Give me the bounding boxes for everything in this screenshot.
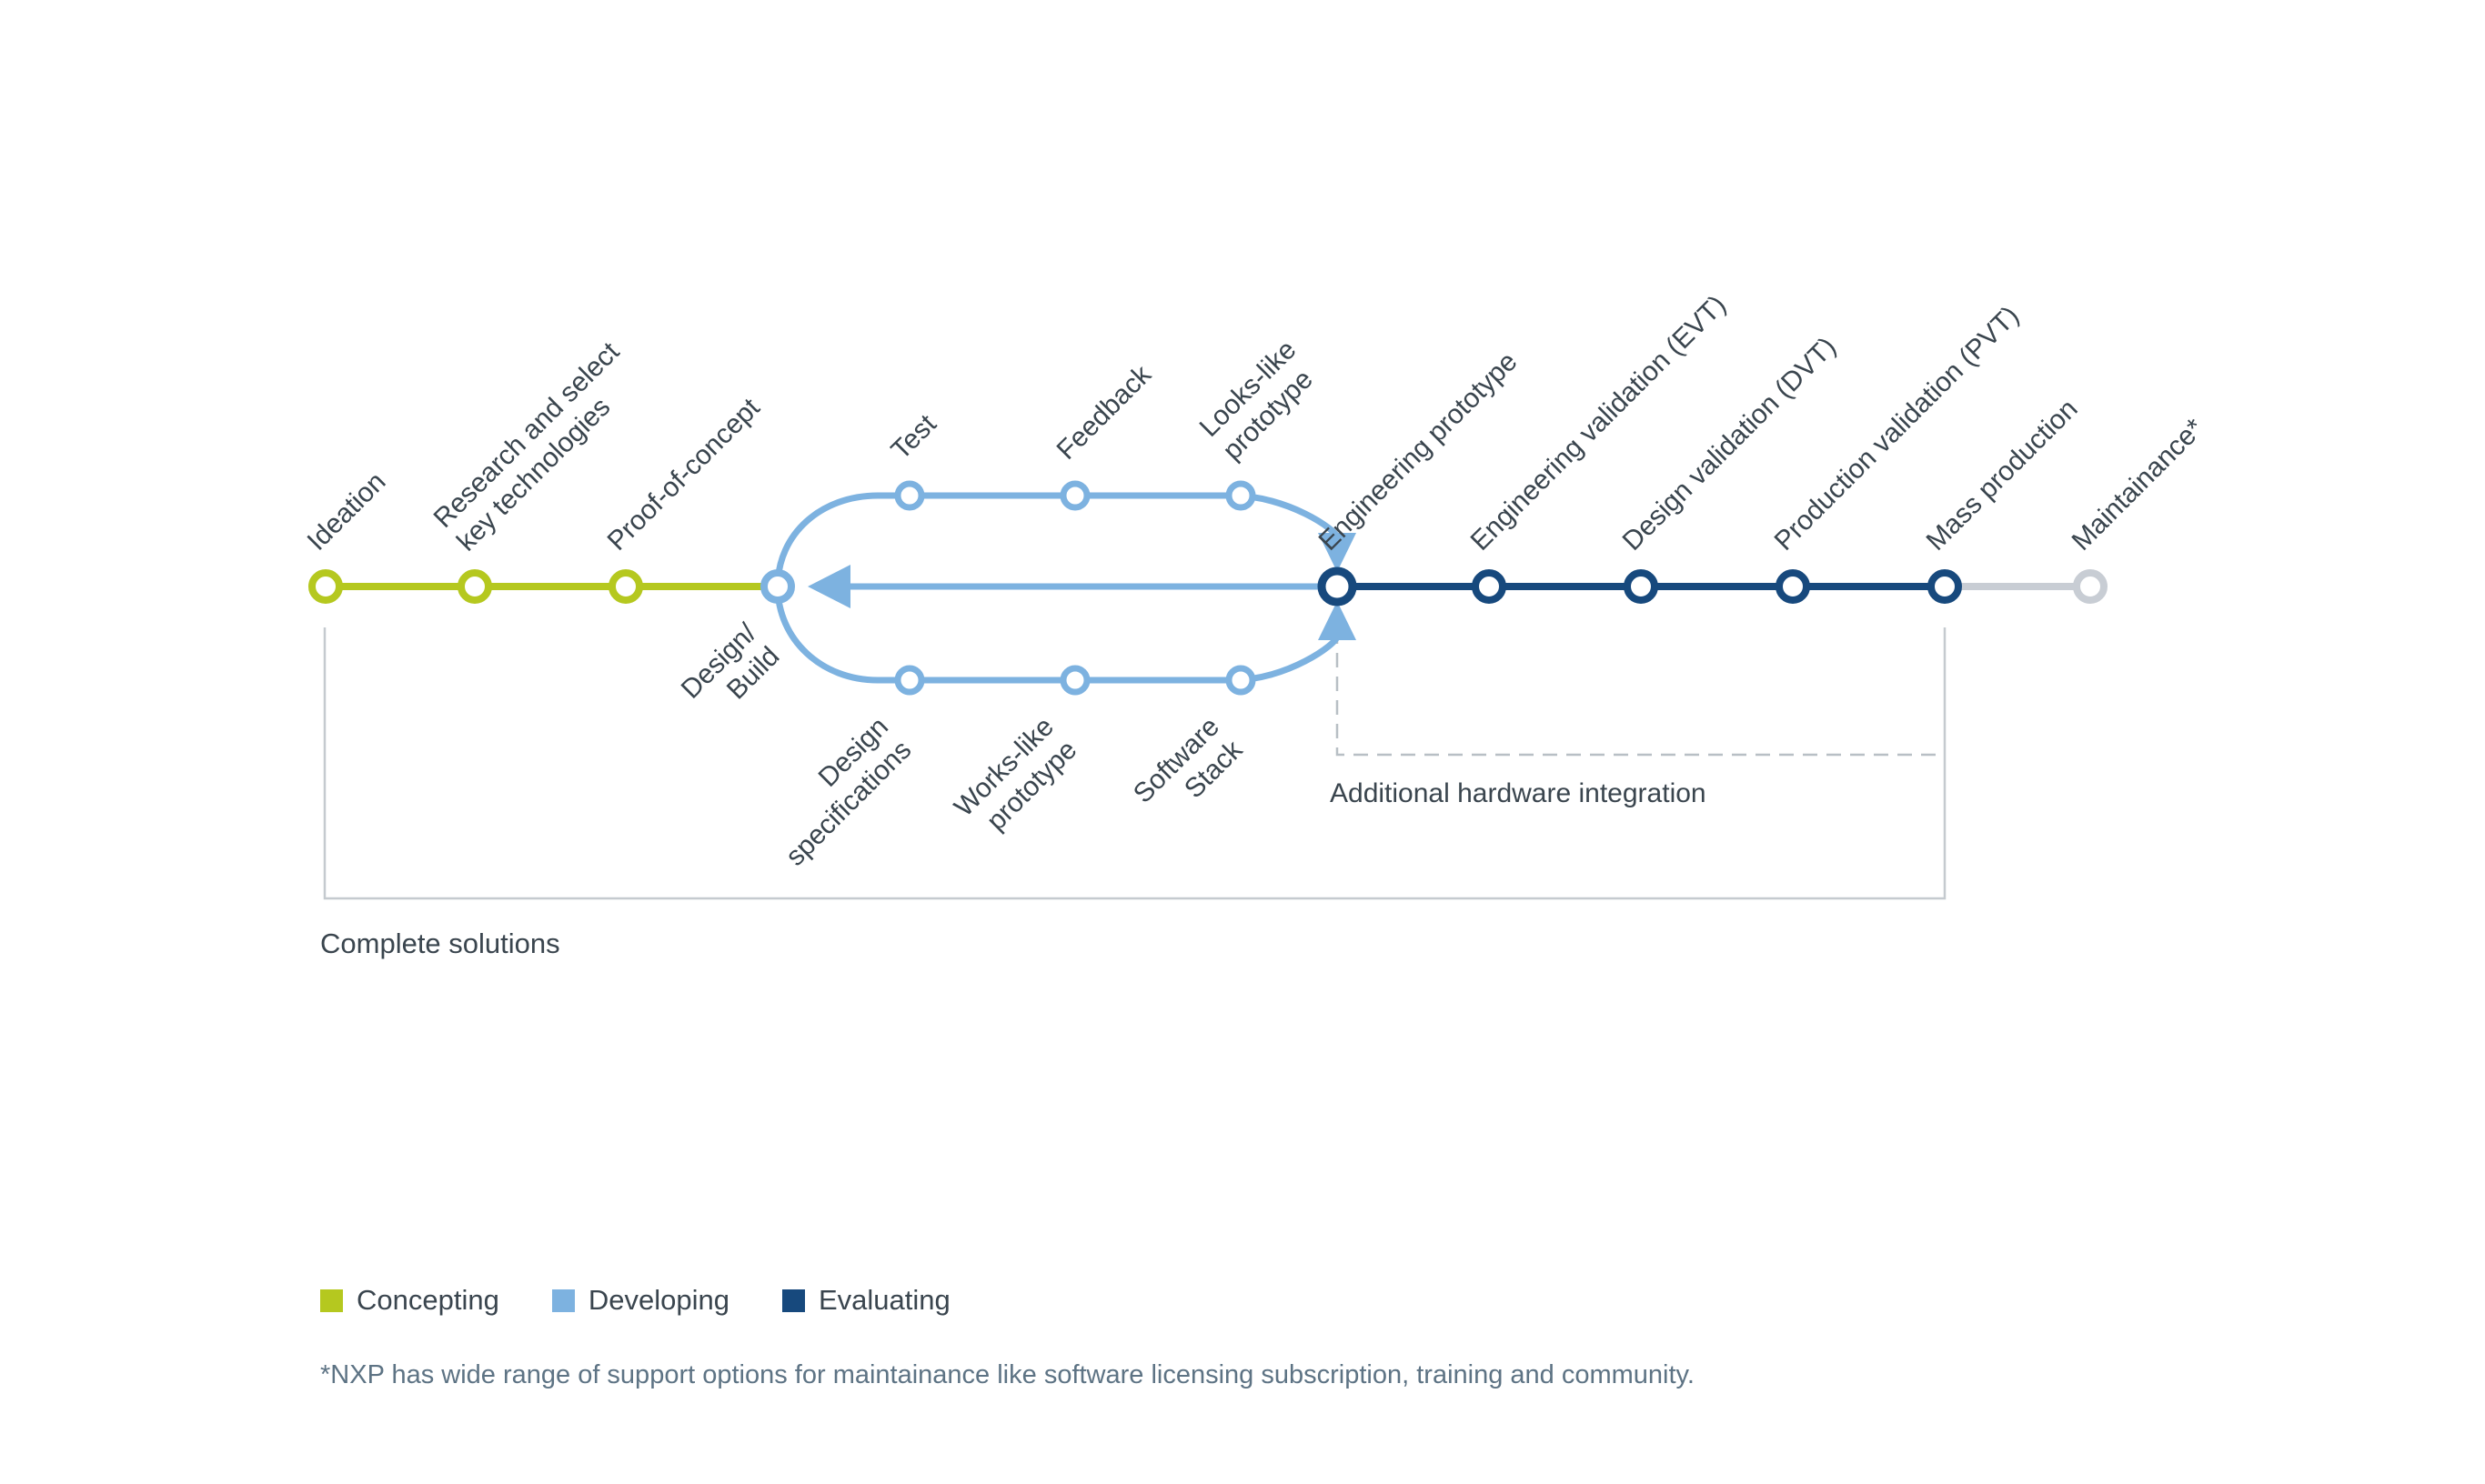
node-looks-like-prototype [1225, 480, 1256, 511]
legend-label: Concepting [357, 1284, 499, 1316]
loop-bottom-path [774, 586, 1341, 684]
node-engineering-validation [1472, 569, 1506, 604]
label-works-like-prototype: Works-likeprototype [949, 712, 1082, 846]
node-test [894, 480, 925, 511]
label-design-specifications: Designspecifications [757, 712, 917, 872]
node-ideation [308, 569, 343, 604]
legend-swatch-developing [551, 1288, 575, 1312]
complete-solutions-bracket [323, 627, 1947, 900]
node-maintainance [2073, 569, 2108, 604]
legend-item-concepting: Concepting [320, 1284, 499, 1317]
label-design-build: Design/Build [676, 617, 786, 727]
node-research [458, 569, 492, 604]
node-design-specifications [894, 665, 925, 696]
label-proof-of-concept: Proof-of-concept [602, 392, 767, 556]
label-engineering-validation: Engineering validation (EVT) [1465, 290, 1732, 556]
label-software-stack: SoftwareStack [1128, 711, 1249, 832]
arrow-down-icon [1318, 533, 1356, 572]
footnote-text: *NXP has wide range of support options f… [320, 1360, 1695, 1389]
complete-solutions-label: Complete solutions [320, 928, 560, 959]
node-software-stack [1225, 665, 1256, 696]
legend-swatch-evaluating [781, 1288, 805, 1312]
label-test: Test [886, 408, 943, 466]
node-engineering-prototype [1317, 567, 1357, 607]
node-feedback [1060, 480, 1091, 511]
additional-hardware-integration-label: Additional hardware integration [1330, 778, 1706, 808]
legend-label: Developing [588, 1284, 729, 1316]
additional-hardware-dashed-line [1335, 629, 1942, 757]
node-mass-production [1927, 569, 1962, 604]
legend-item-developing: Developing [551, 1284, 729, 1317]
legend-label: Evaluating [818, 1284, 951, 1316]
label-ideation: Ideation [302, 466, 392, 556]
node-proof-of-concept [609, 569, 643, 604]
arrow-left-icon [808, 565, 850, 608]
node-design-validation [1624, 569, 1658, 604]
label-looks-like-prototype: Looks-likeprototype [1194, 335, 1325, 466]
legend-item-evaluating: Evaluating [781, 1284, 951, 1317]
label-production-validation: Production validation (PVT) [1769, 300, 2026, 556]
label-maintainance: Maintainance* [2067, 413, 2210, 556]
legend: Concepting Developing Evaluating [320, 1284, 951, 1317]
node-works-like-prototype [1060, 665, 1091, 696]
label-mass-production: Mass production [1921, 394, 2084, 556]
label-feedback: Feedback [1051, 359, 1158, 466]
legend-swatch-concepting [320, 1288, 343, 1312]
node-design-build [760, 569, 795, 604]
loop-top-path [774, 492, 1341, 587]
node-production-validation [1776, 569, 1810, 604]
arrow-up-icon [1318, 601, 1356, 640]
